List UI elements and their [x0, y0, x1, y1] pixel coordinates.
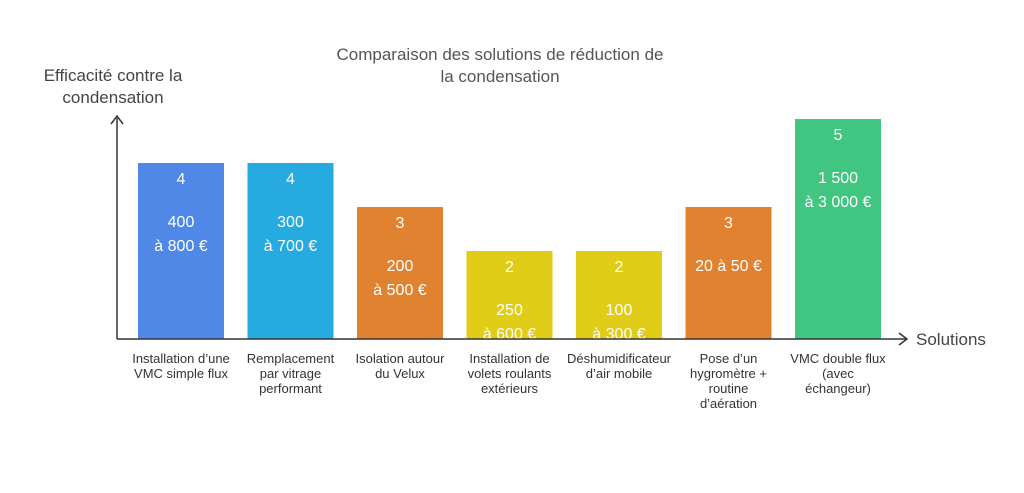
bar-cost-label: à 700 € [264, 238, 317, 255]
category-label: d’air mobile [586, 366, 652, 381]
chart-title: Comparaison des solutions de réduction d… [337, 45, 664, 86]
bar-cost-label: à 300 € [592, 326, 645, 343]
bar-value-label: 5 [834, 127, 843, 144]
category-label: Isolation autour [356, 351, 446, 366]
x-axis-arrow-icon [898, 332, 909, 346]
bar [795, 119, 881, 339]
category-label: échangeur) [805, 381, 871, 396]
bar-cost-label: à 3 000 € [805, 194, 872, 211]
bar-cost-label: 250 [496, 302, 523, 319]
bar-value-label: 4 [177, 171, 186, 188]
bar-value-label: 2 [615, 259, 624, 276]
category-label: VMC double flux [790, 351, 886, 366]
category-label: Pose d’un [700, 351, 758, 366]
bars: 4 400 à 800 € 4 300 à 700 € 3 200 à 500 € 2 250 à 6… [138, 119, 881, 343]
category-label: extérieurs [481, 381, 539, 396]
y-axis-label-line: condensation [62, 88, 163, 107]
category-label: volets roulants [468, 366, 552, 381]
bar-cost-label: 20 à 50 € [695, 258, 762, 275]
category-label: du Velux [375, 366, 425, 381]
y-axis-label-line: Efficacité contre la [44, 66, 183, 85]
bar-cost-label: à 600 € [483, 326, 536, 343]
x-axis-label: Solutions [916, 330, 986, 349]
bar-cost-label: 1 500 [818, 170, 858, 187]
bar-value-label: 3 [396, 215, 405, 232]
category-label: Installation de [469, 351, 549, 366]
category-label: Déshumidificateur [567, 351, 672, 366]
bar-cost-label: 100 [606, 302, 633, 319]
category-label: VMC simple flux [134, 366, 228, 381]
category-label: Remplacement [247, 351, 335, 366]
y-axis-label: Efficacité contre la condensation [44, 66, 183, 107]
category-label: performant [259, 381, 322, 396]
chart-title-line: la condensation [440, 67, 559, 86]
bar-value-label: 4 [286, 171, 295, 188]
y-axis-arrow-icon [110, 114, 124, 125]
bar [685, 207, 772, 339]
bar-cost-label: 400 [168, 214, 195, 231]
chart-title-line: Comparaison des solutions de réduction d… [337, 45, 664, 64]
axes [110, 114, 909, 346]
category-label: par vitrage [260, 366, 321, 381]
bar-value-label: 3 [724, 215, 733, 232]
bar [466, 251, 553, 339]
bar-cost-label: 300 [277, 214, 304, 231]
bar-cost-label: à 500 € [373, 282, 426, 299]
category-label: Installation d’une [132, 351, 230, 366]
bar [576, 251, 662, 339]
bar [247, 163, 334, 339]
bar-cost-label: à 800 € [154, 238, 207, 255]
bar-cost-label: 200 [387, 258, 414, 275]
category-label: hygromètre + [690, 366, 767, 381]
bar [138, 163, 224, 339]
category-label: routine [709, 381, 749, 396]
category-label: (avec [822, 366, 854, 381]
bar-value-label: 2 [505, 259, 514, 276]
category-label: d’aération [700, 396, 757, 411]
bar [357, 207, 443, 339]
